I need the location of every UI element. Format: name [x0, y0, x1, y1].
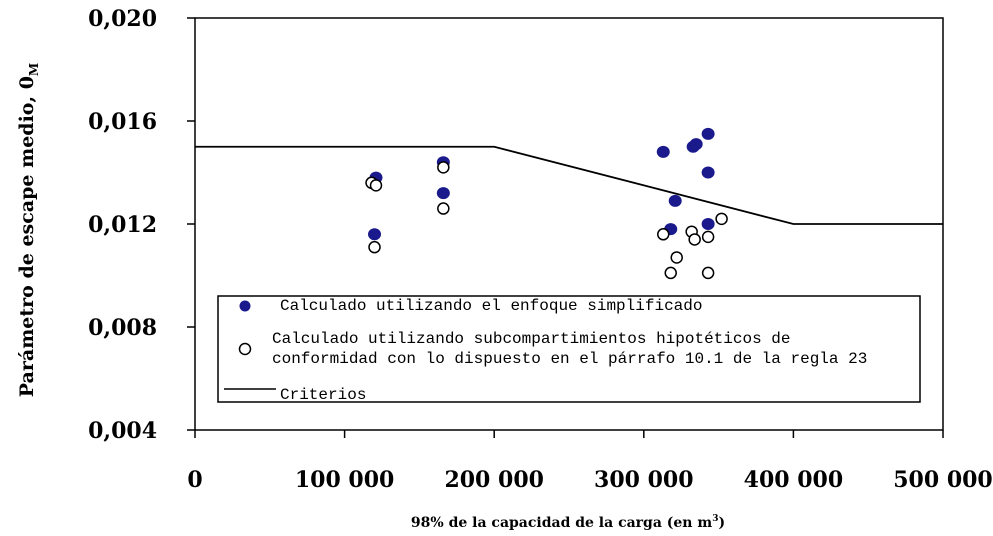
legend-marker-open	[238, 342, 252, 356]
y-tick-label: 0,004	[88, 418, 157, 444]
y-tick-label: 0,016	[88, 109, 157, 135]
legend-label-criteria: Criterios	[280, 386, 366, 404]
data-points	[365, 127, 728, 280]
y-tick-label: 0,012	[88, 212, 157, 238]
legend-marker-filled	[239, 300, 251, 312]
x-axis-title-main: 98% de la capacidad de la carga (en m	[411, 515, 712, 531]
point-simplified	[701, 218, 715, 230]
x-tick-label: 0	[187, 467, 202, 493]
criteria-line	[195, 145, 943, 225]
point-simplified	[701, 127, 715, 140]
point-hypothetical	[664, 266, 677, 280]
legend-label-hypothetical-2: conformidad con lo dispuesto en el párra…	[272, 350, 867, 368]
point-simplified	[656, 145, 670, 158]
point-hypothetical	[368, 240, 381, 254]
x-tick-label: 300 000	[594, 467, 694, 493]
x-tick-label: 100 000	[295, 467, 395, 493]
point-hypothetical	[656, 228, 670, 241]
point-hypothetical	[701, 230, 715, 244]
legend: Calculado utilizando el enfoque simplifi…	[217, 295, 921, 404]
y-axis-title-main: Parámetro de escape medio, 0	[16, 76, 38, 397]
y-tick-label: 0,020	[88, 6, 157, 32]
x-axis-title: 98% de la capacidad de la carga (en m3)	[411, 514, 725, 531]
point-simplified	[368, 228, 382, 241]
point-hypothetical	[688, 233, 701, 246]
legend-box	[217, 295, 921, 403]
legend-label-hypothetical-1: Calculado utilizando subcompartimientos …	[272, 330, 790, 348]
y-axis-title-subscript: M	[27, 63, 41, 76]
point-hypothetical	[437, 202, 450, 215]
point-simplified	[689, 138, 703, 151]
point-hypothetical	[437, 161, 450, 174]
point-hypothetical	[701, 266, 715, 280]
point-simplified	[701, 166, 715, 179]
point-hypothetical	[715, 212, 728, 226]
y-axis-title: Parámetro de escape medio, 0M	[16, 63, 41, 397]
x-axis-title-suffix: )	[718, 515, 725, 531]
point-simplified	[436, 187, 450, 200]
y-axis-ticks: 0,004 0,008 0,012 0,016 0,020	[88, 6, 195, 444]
legend-label-simplified: Calculado utilizando el enfoque simplifi…	[280, 297, 702, 315]
x-tick-label: 200 000	[444, 467, 544, 493]
x-tick-label: 500 000	[893, 467, 993, 493]
point-hypothetical	[369, 179, 383, 192]
x-axis-title-superscript: 3	[712, 514, 718, 524]
x-tick-label: 400 000	[744, 467, 844, 493]
y-tick-label: 0,008	[88, 315, 157, 341]
point-hypothetical	[670, 251, 683, 264]
x-axis-ticks: 0 100 000 200 000 300 000 400 000 500 000	[187, 430, 993, 493]
point-simplified	[668, 194, 682, 207]
criteria-series	[195, 145, 943, 225]
